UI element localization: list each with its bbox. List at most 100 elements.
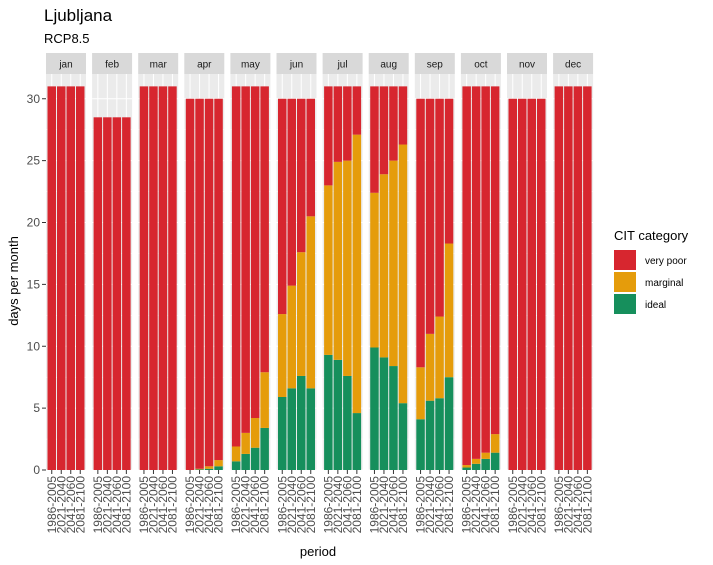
bar-marginal (435, 316, 444, 399)
bar-ideal (352, 413, 362, 470)
bar-marginal (462, 465, 471, 468)
bar-very-poor (490, 86, 500, 435)
x-tick-label: 2081-2100 (580, 476, 594, 534)
facet-strip-label: jun (289, 60, 303, 71)
x-tick-label: 2041-2060 (525, 476, 539, 534)
bar-marginal (425, 333, 435, 401)
bar-marginal (398, 144, 408, 404)
legend-key-ideal (614, 294, 636, 314)
bar-very-poor (297, 98, 306, 253)
facet-strip-label: jan (58, 60, 72, 71)
bar-ideal (435, 398, 444, 470)
x-tick-label: 1986-2005 (367, 476, 381, 534)
x-tick-label: 2041-2060 (64, 476, 78, 534)
x-tick-label: 2081-2100 (73, 476, 87, 534)
bar-very-poor (278, 98, 287, 315)
y-tick-label: 20 (27, 216, 41, 230)
legend-label: marginal (645, 278, 683, 289)
bar-very-poor (398, 86, 408, 145)
x-tick-label: 2021-2040 (54, 476, 68, 534)
x-tick-label: 2021-2040 (146, 476, 160, 534)
bar-ideal (231, 461, 241, 470)
bar-marginal (481, 452, 490, 459)
legend: CIT category very poor marginal ideal (614, 228, 689, 314)
bar-very-poor (185, 98, 195, 470)
legend-label: very poor (645, 256, 687, 267)
legend-key-very-poor (614, 250, 636, 270)
legend-label: ideal (645, 300, 666, 311)
bar-marginal (343, 160, 352, 376)
bar-marginal (297, 252, 306, 376)
bar-very-poor (168, 86, 177, 470)
bar-ideal (416, 419, 425, 470)
x-tick-label: 2041-2060 (479, 476, 493, 534)
x-tick-label: 2081-2100 (165, 476, 179, 534)
bar-very-poor (462, 86, 471, 466)
legend-key-marginal (614, 272, 636, 292)
bar-very-poor (112, 117, 122, 470)
bar-very-poor (352, 86, 362, 135)
bar-marginal (471, 458, 481, 464)
bar-very-poor (324, 86, 333, 186)
x-tick-label: 2021-2040 (239, 476, 253, 534)
x-tick-label: 2081-2100 (488, 476, 502, 534)
x-tick-label: 2081-2100 (442, 476, 456, 534)
bar-ideal (425, 400, 435, 470)
bar-marginal (195, 468, 204, 470)
x-tick-label: 2021-2040 (377, 476, 391, 534)
bar-marginal (214, 460, 223, 467)
facet-panels: jan1986-20052021-20402041-20602081-2100f… (45, 53, 594, 534)
bar-very-poor (47, 86, 56, 470)
x-tick-label: 1986-2005 (45, 476, 59, 534)
bar-very-poor (139, 86, 149, 470)
bar-very-poor (204, 98, 214, 467)
bar-very-poor (93, 117, 103, 470)
facet-strip-label: dec (565, 60, 581, 71)
bar-marginal (352, 134, 362, 414)
facet-strip (368, 53, 409, 74)
y-tick-label: 10 (27, 339, 41, 353)
x-tick-label: 2021-2040 (423, 476, 437, 534)
bar-ideal (297, 375, 306, 470)
bar-ideal (214, 466, 223, 470)
x-tick-label: 2041-2060 (156, 476, 170, 534)
bar-marginal (241, 432, 250, 454)
bar-very-poor (214, 98, 223, 461)
bar-ideal (398, 403, 408, 470)
x-tick-label: 1986-2005 (506, 476, 520, 534)
y-tick-label: 0 (33, 463, 40, 477)
bar-very-poor (537, 98, 546, 470)
bar-marginal (379, 174, 389, 358)
bar-very-poor (564, 86, 573, 470)
facet-strip (507, 53, 547, 74)
bar-very-poor (444, 98, 454, 244)
x-tick-label: 2081-2100 (119, 476, 133, 534)
facet-strip (276, 53, 317, 74)
bar-very-poor (66, 86, 75, 470)
bar-marginal (260, 372, 269, 428)
bar-ideal (241, 453, 250, 470)
x-tick-label: 2041-2060 (340, 476, 354, 534)
bar-marginal (250, 418, 260, 448)
facet-strip-label: mar (150, 60, 168, 71)
x-tick-label: 2081-2100 (396, 476, 410, 534)
bar-ideal (490, 452, 500, 470)
bar-ideal (260, 427, 269, 470)
x-tick-label: 2081-2100 (258, 476, 272, 534)
x-tick-label: 2041-2060 (386, 476, 400, 534)
x-tick-label: 1986-2005 (229, 476, 243, 534)
facet-strip (322, 53, 363, 74)
bar-ideal (204, 468, 214, 470)
x-tick-label: 2041-2060 (202, 476, 216, 534)
facet-strip (553, 53, 594, 74)
facet-strip (414, 53, 455, 74)
bar-very-poor (379, 86, 389, 175)
bar-marginal (444, 243, 454, 378)
